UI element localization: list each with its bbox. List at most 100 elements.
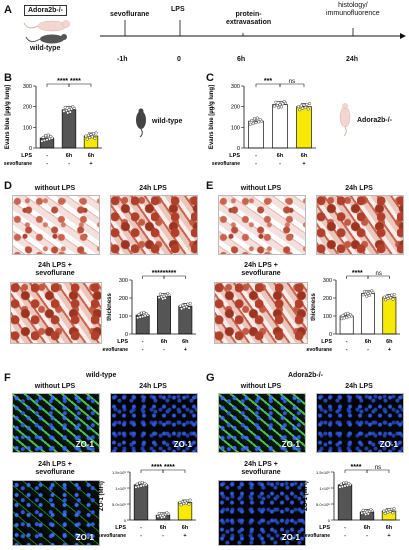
c-data-point bbox=[302, 103, 306, 107]
f-genotype: wild-type bbox=[86, 372, 117, 379]
c-data-point bbox=[277, 106, 281, 110]
f-data-point bbox=[165, 511, 169, 515]
f-data-point bbox=[136, 485, 140, 489]
c-data-point bbox=[257, 120, 261, 124]
d-micro-title-2: 24h LPS bbox=[139, 185, 167, 192]
g-data-point bbox=[361, 508, 365, 512]
f-y-tick-label: 1×10⁶ bbox=[115, 486, 126, 491]
c-data-point bbox=[298, 108, 302, 112]
d-sig-bracket bbox=[163, 275, 186, 279]
g-y-tick-label: 5.0×10⁵ bbox=[316, 502, 330, 507]
c-sig-bracket bbox=[279, 83, 305, 87]
chart-d: 0 100 200 300 thickness LPS sevoflurane - - 6h - 6h… bbox=[102, 270, 196, 353]
step-protein: protein- extravasation bbox=[226, 11, 272, 26]
g-lps-value: 6h bbox=[364, 525, 371, 531]
e-data-point bbox=[342, 316, 346, 320]
chart-e: 0 100 200 300 thickness LPS sevoflurane - - 6h - 6h… bbox=[306, 270, 400, 353]
step-lps: LPS bbox=[171, 6, 185, 13]
g-data-point bbox=[383, 511, 387, 515]
g-lps-row-label: LPS bbox=[319, 525, 330, 531]
c-sevo-row-label: sevoflurane bbox=[212, 161, 240, 167]
d-sevo-value: - bbox=[163, 347, 165, 353]
c-data-point bbox=[299, 104, 303, 108]
g-data-point bbox=[364, 512, 368, 516]
f-data-point bbox=[188, 498, 192, 502]
d-data-point bbox=[142, 310, 146, 314]
f-data-point bbox=[184, 501, 188, 505]
step-sevoflurane: sevoflurane bbox=[110, 11, 150, 18]
g-zo1-label-3: ZO-1 bbox=[281, 533, 300, 542]
b-data-point bbox=[92, 132, 96, 136]
d-y-title: thickness bbox=[107, 293, 113, 321]
c-lps-row-label: LPS bbox=[229, 153, 240, 159]
f-data-point bbox=[157, 511, 161, 515]
d-micrograph-lps-sevo bbox=[10, 282, 102, 344]
d-data-point bbox=[163, 296, 167, 300]
b-data-point bbox=[94, 131, 98, 135]
d-micrograph-control bbox=[12, 195, 100, 255]
b-data-point bbox=[45, 138, 49, 142]
c-sig-ns: ns bbox=[289, 79, 295, 85]
e-lps-row-label: LPS bbox=[321, 339, 332, 345]
f-if-lps-sevo: ZO-1 bbox=[12, 480, 100, 546]
adora-mouse-icon bbox=[339, 103, 351, 137]
f-zo1-label-1: ZO-1 bbox=[75, 440, 94, 449]
d-micrograph-lps bbox=[110, 195, 198, 255]
c-bar bbox=[296, 106, 312, 149]
d-y-tick-label: 300 bbox=[119, 278, 128, 284]
d-data-point bbox=[137, 312, 141, 316]
f-data-point bbox=[186, 499, 190, 503]
f-micro-title-1: without LPS bbox=[34, 383, 76, 390]
c-data-point bbox=[251, 121, 255, 125]
f-zo1-label-2: ZO-1 bbox=[173, 440, 192, 449]
f-micro-title-2: 24h LPS bbox=[139, 383, 167, 390]
f-if-lps: ZO-1 bbox=[110, 393, 198, 453]
e-data-point bbox=[341, 313, 345, 317]
adora-label: Adora2b-/- bbox=[24, 5, 67, 16]
g-zo1-label-1: ZO-1 bbox=[281, 440, 300, 449]
f-data-point bbox=[160, 516, 164, 520]
e-micro-title-1: without LPS bbox=[240, 185, 282, 192]
g-zo1-label-2: ZO-1 bbox=[379, 440, 398, 449]
f-sevo-row-label: sevoflurane bbox=[98, 533, 126, 539]
b-lps-value: - bbox=[46, 153, 48, 159]
b-y-tick-label: 200 bbox=[23, 105, 32, 111]
c-data-point bbox=[301, 106, 305, 110]
e-data-point bbox=[382, 295, 386, 299]
e-sevo-value: - bbox=[367, 347, 369, 353]
e-sig-bracket bbox=[367, 275, 390, 279]
wildtype-text-b: wild-type bbox=[152, 118, 183, 125]
e-micro-title-2: 24h LPS bbox=[345, 185, 373, 192]
g-data-point bbox=[369, 508, 373, 512]
d-y-tick-label: 100 bbox=[119, 314, 128, 320]
g-y-title: ZO-1 (MFI) bbox=[303, 481, 309, 511]
b-data-point bbox=[88, 136, 92, 140]
b-data-point bbox=[40, 139, 44, 143]
f-data-point bbox=[162, 515, 166, 519]
b-sig-bracket bbox=[68, 83, 92, 87]
g-sig-bracket bbox=[366, 469, 390, 473]
f-sevo-value: - bbox=[140, 533, 142, 539]
d-data-point bbox=[182, 305, 186, 309]
b-sig-stars: **** **** bbox=[57, 78, 81, 85]
wildtype-label: wild-type bbox=[30, 45, 61, 52]
g-data-point bbox=[392, 507, 396, 511]
g-lps-value: 6h bbox=[386, 525, 393, 531]
e-lps-value: 6h bbox=[365, 339, 372, 345]
f-data-point bbox=[179, 503, 183, 507]
chart-f: 0 5.0×10⁵ 1×10⁶ 1.5×10⁶ ZO-1 (MFI) LPS sevoflu… bbox=[98, 464, 196, 539]
c-data-point bbox=[272, 104, 276, 108]
b-data-point bbox=[63, 105, 67, 109]
f-y-tick-label: 1.5×10⁶ bbox=[112, 470, 126, 475]
b-lps-value: 6h bbox=[88, 153, 95, 159]
g-sevo-row-label: sevoflurane bbox=[302, 533, 330, 539]
g-data-point bbox=[339, 482, 343, 486]
b-data-point bbox=[66, 111, 70, 115]
c-y-title: Evans blue [µg/g lung] bbox=[209, 85, 215, 149]
c-data-point bbox=[248, 122, 252, 126]
b-y-tick-label: 300 bbox=[23, 84, 32, 90]
f-y-title: ZO-1 (MFI) bbox=[99, 481, 105, 511]
g-micro-title-2: 24h LPS bbox=[345, 383, 373, 390]
b-lps-row-label: LPS bbox=[21, 153, 32, 159]
